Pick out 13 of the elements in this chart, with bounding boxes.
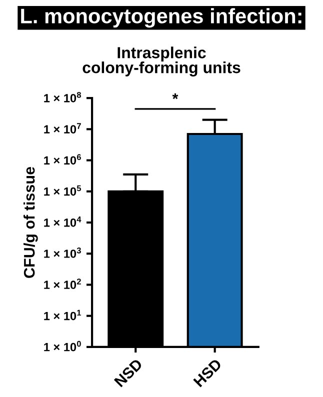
annotation: * [172, 93, 178, 100]
y-tick-label: 1 × 10$^{8}$ [44, 92, 81, 102]
y-tick-label: 1 × 10$^{7}$ [44, 123, 81, 134]
y-axis-title: CFU/g of tissue [24, 167, 38, 278]
y-tick-label: 1 × 10$^{3}$ [44, 248, 81, 258]
y-tick-label: 1 × 10$^{2}$ [44, 278, 81, 290]
y-tick-label: 1 × 10$^{6}$ [44, 154, 81, 165]
chart-subtitle: Intrasplenic colony-forming units [82, 46, 240, 76]
y-tick-label: 1 × 10$^{5}$ [44, 185, 82, 196]
chart-title: L. monocytogenes infection: [21, 8, 302, 28]
y-tick-label: 1 × 10$^{4}$ [44, 216, 82, 227]
y-tick-label: 1 × 10$^{0}$ [44, 340, 81, 352]
y-tick-label: 1 × 10$^{1}$ [44, 310, 82, 320]
